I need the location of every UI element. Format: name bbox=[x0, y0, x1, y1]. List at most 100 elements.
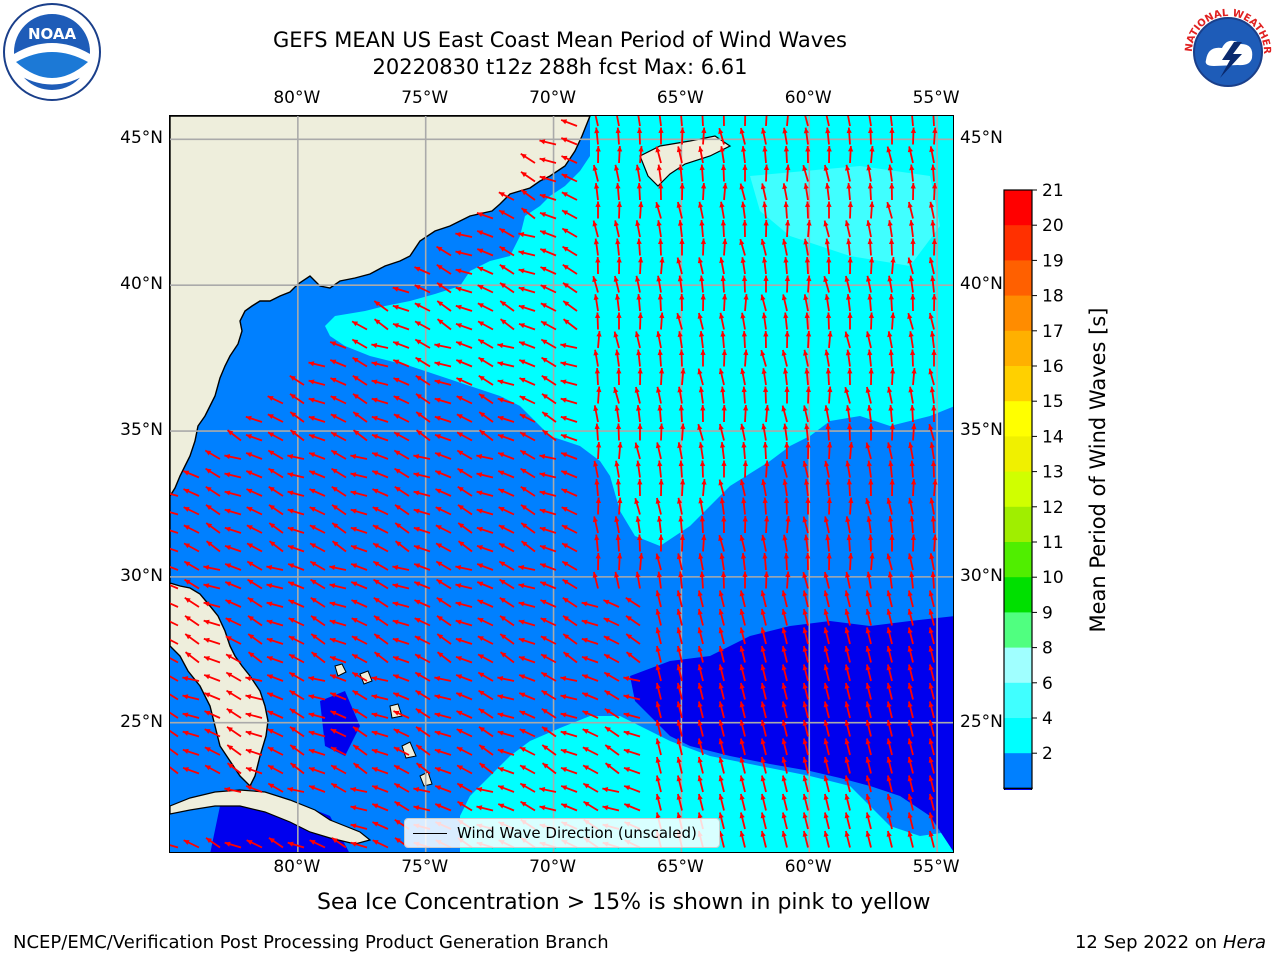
wind-wave-vector-head bbox=[617, 442, 623, 448]
longitude-label: 75°W bbox=[401, 857, 449, 877]
wind-wave-vector-head bbox=[844, 720, 850, 726]
wind-wave-vector-head bbox=[844, 683, 850, 689]
wind-wave-vector-head bbox=[309, 507, 316, 512]
wind-wave-vector-head bbox=[371, 767, 378, 773]
wind-wave-vector-head bbox=[562, 579, 569, 585]
wind-wave-vector-head bbox=[374, 652, 381, 658]
wind-wave-vector-head bbox=[928, 831, 934, 837]
wind-wave-vector-head bbox=[697, 424, 703, 431]
wind-wave-vector-head bbox=[247, 543, 254, 549]
wind-wave-vector-head bbox=[740, 368, 746, 375]
wind-wave-vector-head bbox=[866, 405, 873, 411]
wind-wave-vector-head bbox=[739, 535, 745, 541]
wind-wave-vector-head bbox=[456, 747, 463, 753]
wind-wave-vector-head bbox=[350, 508, 357, 514]
wind-wave-vector-head bbox=[374, 634, 381, 640]
wind-wave-vector-head bbox=[540, 636, 547, 642]
colorbar-segment bbox=[1004, 295, 1032, 332]
colorbar-tick-label: 8 bbox=[1042, 639, 1053, 659]
wind-wave-vector-head bbox=[497, 343, 504, 349]
wind-wave-vector-head bbox=[785, 164, 791, 171]
wind-wave-vector-head bbox=[477, 230, 484, 236]
wind-wave-vector-head bbox=[435, 470, 442, 476]
wind-wave-vector-head bbox=[781, 701, 787, 708]
wind-wave-vector-head bbox=[783, 312, 789, 319]
wind-wave-vector-head bbox=[394, 837, 401, 844]
wind-wave-vector-head bbox=[721, 460, 727, 466]
wind-wave-vector-head bbox=[184, 597, 191, 603]
wind-wave-vector-head bbox=[476, 508, 483, 514]
wind-wave-vector-head bbox=[541, 726, 548, 733]
wind-wave-vector-head bbox=[476, 805, 483, 811]
wind-wave-vector-head bbox=[825, 127, 831, 134]
wind-wave-vector-head bbox=[698, 331, 705, 337]
wind-wave-vector-head bbox=[760, 664, 766, 671]
wind-wave-vector-head bbox=[845, 294, 852, 300]
wind-wave-vector-head bbox=[865, 775, 871, 782]
wind-wave-vector-head bbox=[782, 423, 788, 430]
wind-wave-vector-head bbox=[246, 840, 253, 845]
longitude-label: 65°W bbox=[656, 88, 704, 108]
longitude-label: 70°W bbox=[529, 88, 577, 108]
wind-wave-vector-head bbox=[456, 674, 463, 680]
wind-wave-vector-head bbox=[784, 386, 790, 392]
wind-wave-vector-head bbox=[739, 683, 745, 689]
wind-wave-vector-head bbox=[520, 801, 527, 807]
wind-wave-vector-head bbox=[907, 775, 913, 782]
wind-wave-vector-head bbox=[519, 747, 526, 753]
wind-wave-vector-head bbox=[907, 664, 913, 671]
colorbar-graphic: 21 20 19 18 17 16 15 14 13 12 11 10 9 8 6 4 2 bbox=[1003, 181, 1064, 818]
wind-wave-vector-head bbox=[720, 164, 727, 171]
wind-wave-vector-head bbox=[823, 701, 829, 708]
wind-wave-vector-head bbox=[865, 664, 871, 671]
wind-wave-vector-head bbox=[763, 331, 769, 337]
wind-wave-vector-head bbox=[868, 312, 875, 319]
wind-wave-vector-head bbox=[782, 238, 788, 245]
wind-wave-vector-head bbox=[764, 405, 770, 411]
wind-wave-vector-head bbox=[582, 692, 589, 698]
wind-wave-vector-head bbox=[760, 294, 766, 301]
wind-wave-vector-head bbox=[617, 146, 623, 152]
wind-wave-vector-head bbox=[867, 294, 873, 300]
wind-wave-vector-head bbox=[518, 268, 525, 274]
wind-wave-vector-head bbox=[719, 553, 725, 559]
wind-wave-vector-head bbox=[847, 312, 853, 318]
wind-wave-vector-head bbox=[886, 701, 892, 708]
wind-wave-vector-head bbox=[907, 831, 913, 837]
wind-wave-vector-head bbox=[247, 561, 254, 567]
wind-wave-vector-head bbox=[761, 127, 767, 134]
wind-wave-vector-head bbox=[679, 238, 685, 244]
wind-wave-vector-head bbox=[910, 238, 916, 244]
wind-wave-vector-head bbox=[605, 745, 612, 751]
wind-wave-vector-head bbox=[637, 368, 643, 374]
wind-wave-vector-head bbox=[826, 497, 833, 504]
wind-wave-vector-head bbox=[540, 599, 547, 605]
wind-wave-vector-head bbox=[718, 683, 724, 689]
wind-wave-vector-head bbox=[205, 450, 212, 456]
wind-wave-vector-head bbox=[520, 504, 527, 511]
wind-wave-vector-head bbox=[290, 745, 297, 751]
wind-wave-vector-head bbox=[331, 783, 338, 789]
wind-wave-vector-head bbox=[844, 738, 850, 745]
wind-wave-vector-head bbox=[539, 526, 546, 532]
wind-wave-vector-head bbox=[518, 601, 525, 607]
wind-wave-vector-head bbox=[245, 767, 252, 773]
wind-wave-vector-head bbox=[718, 738, 724, 745]
wind-wave-vector-head bbox=[866, 571, 872, 578]
wind-wave-vector-head bbox=[248, 652, 255, 658]
wind-wave-vector-head bbox=[204, 692, 211, 698]
wind-wave-vector-head bbox=[372, 470, 379, 476]
wind-wave-vector-head bbox=[803, 127, 809, 134]
wind-wave-vector-head bbox=[826, 553, 832, 559]
wind-wave-vector-head bbox=[701, 534, 707, 541]
wind-wave-vector-head bbox=[718, 424, 724, 430]
wind-wave-vector-head bbox=[907, 794, 913, 800]
wind-wave-vector-head bbox=[931, 294, 937, 300]
colorbar-segment bbox=[1004, 506, 1032, 543]
wind-wave-vector-head bbox=[268, 468, 275, 474]
wind-wave-vector-head bbox=[541, 690, 548, 696]
wind-wave-vector-head bbox=[677, 386, 683, 393]
wind-wave-vector-head bbox=[678, 349, 685, 356]
wind-wave-vector-head bbox=[350, 526, 357, 532]
wind-wave-vector-head bbox=[288, 636, 295, 642]
